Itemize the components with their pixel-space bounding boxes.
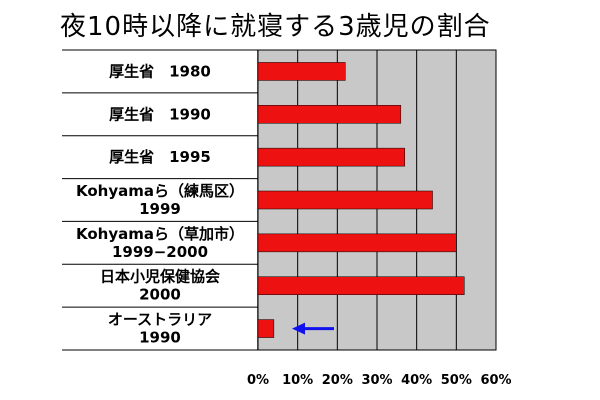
category-label: 1999	[139, 200, 181, 218]
bar	[257, 147, 406, 167]
bar	[257, 233, 457, 253]
category-label: 厚生省 1990	[109, 105, 211, 123]
category-label: 1990	[139, 329, 181, 347]
x-tick-label: 40%	[401, 373, 432, 388]
x-tick-label: 30%	[361, 373, 392, 388]
x-tick-labels: 0% 10% 20% 30% 40% 50% 60%	[247, 373, 512, 388]
annotations	[292, 322, 334, 335]
x-tick-label: 10%	[282, 373, 313, 388]
category-label: 日本小児保健協会	[100, 268, 220, 286]
bar	[257, 190, 433, 210]
bars	[257, 62, 465, 338]
chart-title: 夜10時以降に就寝する3歳児の割合	[60, 12, 491, 42]
category-label: 1999−2000	[112, 243, 208, 261]
x-tick-label: 0%	[247, 373, 269, 388]
category-label: オーストラリア	[108, 311, 212, 329]
bar	[257, 105, 402, 124]
bar	[257, 276, 465, 295]
x-tick-label: 20%	[322, 373, 353, 388]
category-label: 厚生省 1980	[109, 62, 211, 80]
category-label: Kohyamaら（草加市）	[76, 225, 244, 243]
x-tick-label: 50%	[441, 373, 472, 388]
x-tick-label: 60%	[480, 373, 511, 388]
category-label: Kohyamaら（練馬区）	[76, 182, 244, 200]
arrow-head	[292, 322, 305, 335]
category-label: 厚生省 1995	[109, 148, 211, 166]
bar	[257, 319, 275, 338]
left-arrow-icon	[292, 322, 334, 335]
category-label: 2000	[139, 286, 181, 304]
bar	[257, 62, 346, 81]
